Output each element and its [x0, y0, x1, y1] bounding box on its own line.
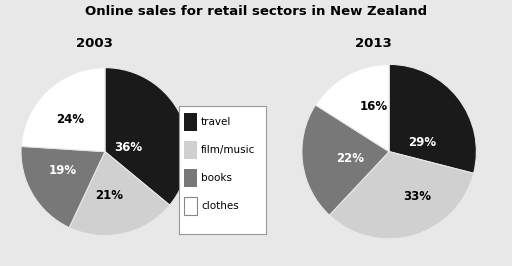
Text: Online sales for retail sectors in New Zealand: Online sales for retail sectors in New Z…: [85, 5, 427, 18]
Text: 2003: 2003: [76, 37, 113, 50]
Wedge shape: [69, 152, 169, 236]
Text: 16%: 16%: [359, 100, 388, 113]
Text: travel: travel: [201, 117, 231, 127]
Bar: [184, 197, 197, 215]
Text: 29%: 29%: [408, 136, 436, 149]
Wedge shape: [329, 152, 474, 239]
Text: 22%: 22%: [336, 152, 364, 165]
Text: 21%: 21%: [95, 189, 123, 202]
Bar: [184, 113, 197, 131]
Wedge shape: [389, 64, 476, 173]
Wedge shape: [21, 68, 105, 152]
Text: 33%: 33%: [403, 190, 431, 203]
Text: books: books: [201, 173, 232, 183]
Text: 36%: 36%: [114, 141, 142, 154]
Text: clothes: clothes: [201, 201, 239, 211]
Text: 24%: 24%: [56, 113, 84, 126]
Wedge shape: [302, 105, 389, 215]
Wedge shape: [21, 146, 105, 228]
Bar: [184, 141, 197, 159]
Bar: [184, 169, 197, 187]
Wedge shape: [315, 64, 389, 152]
Text: 2013: 2013: [355, 37, 392, 50]
Text: 19%: 19%: [49, 164, 77, 177]
Text: film/music: film/music: [201, 145, 255, 155]
Wedge shape: [105, 68, 189, 205]
